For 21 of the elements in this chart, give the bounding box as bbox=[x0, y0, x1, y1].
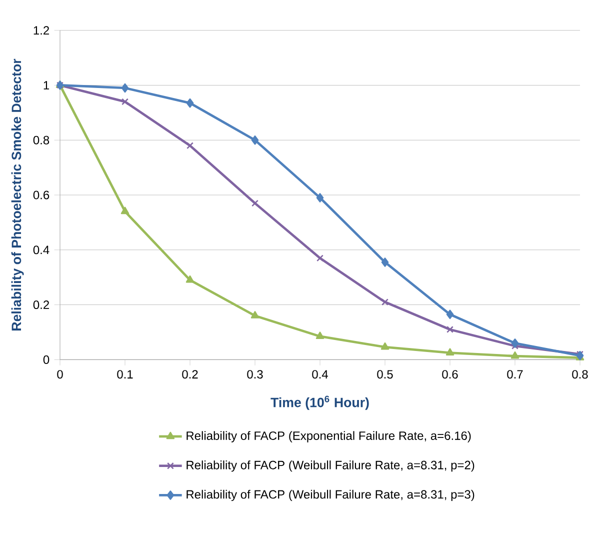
y-tick-label: 0.2 bbox=[33, 300, 49, 310]
legend-label: Reliability of FACP (Exponential Failure Rate, a=6.16) bbox=[186, 431, 471, 442]
y-tick-label: 1.2 bbox=[34, 26, 49, 35]
y-tick-label: 0.8 bbox=[33, 136, 50, 144]
x-tick-label: 0.4 bbox=[312, 370, 328, 379]
y-axis-title: Reliability of Photoelectric Smoke Detector bbox=[11, 58, 24, 330]
x-tick-label: 0 bbox=[57, 370, 63, 379]
y-tick-label: 0.4 bbox=[33, 246, 50, 254]
x-tick-label: 0.6 bbox=[442, 370, 458, 379]
legend-label: Reliability of FACP (Weibull Failure Rate, a=8.31, p=2) bbox=[186, 460, 474, 472]
y-tick-label: 0 bbox=[43, 355, 50, 364]
y-tick-label: 0.6 bbox=[33, 190, 50, 200]
x-tick-label: 0.2 bbox=[182, 370, 198, 379]
legend-label: Reliability of FACP (Weibull Failure Rate, a=8.31, p=3) bbox=[186, 490, 474, 502]
x-tick-label: 0.8 bbox=[572, 370, 588, 379]
x-tick-label: 0.5 bbox=[377, 370, 393, 379]
x-tick-label: 0.7 bbox=[507, 370, 523, 379]
x-axis-title: Time (10$^{6}$ Hour) bbox=[270, 396, 369, 410]
y-tick-label: 1 bbox=[44, 81, 50, 90]
x-tick-label: 0.1 bbox=[117, 370, 133, 379]
x-tick-label: 0.3 bbox=[247, 370, 263, 379]
